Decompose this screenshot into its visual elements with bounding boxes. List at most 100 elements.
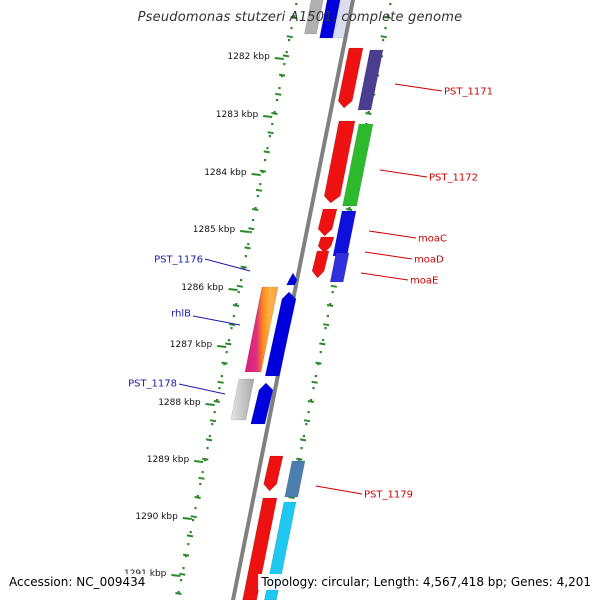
- label-leader: [379, 169, 428, 178]
- gene-label-forward: PST_1171: [444, 87, 493, 98]
- minor-tick: [322, 323, 330, 327]
- gene-arrow-pst-1172-red: [323, 120, 356, 204]
- gene-arrow-moac: [317, 208, 338, 237]
- minor-tick: [236, 284, 244, 288]
- minor-tick: [296, 457, 303, 461]
- inner-ring-dot: [278, 87, 281, 90]
- gene-label-reverse: PST_1178: [128, 379, 177, 390]
- gene-arrow-blue: [250, 382, 274, 425]
- major-tick: [171, 574, 181, 577]
- minor-tick: [240, 265, 247, 269]
- major-tick: [194, 460, 204, 463]
- minor-tick: [179, 572, 186, 576]
- minor-tick: [286, 35, 293, 39]
- inner-ring-dot: [211, 423, 214, 426]
- outer-ring-dot: [300, 447, 303, 450]
- label-leader: [204, 258, 251, 272]
- minor-tick: [267, 131, 274, 135]
- outer-ring-dot: [348, 207, 351, 210]
- scale-label: 1286 kbp: [181, 283, 224, 293]
- major-tick: [228, 288, 238, 291]
- minor-tick: [290, 16, 297, 19]
- scale-label: 1289 kbp: [147, 455, 190, 465]
- inner-ring-dot: [285, 51, 288, 54]
- labels-layer: PST_1171 PST_1172 moaC moaD moaE PST_1179 PST_…: [128, 83, 493, 501]
- inner-ring-dot: [213, 411, 216, 414]
- minor-tick: [198, 476, 205, 480]
- minor-tick: [303, 419, 311, 423]
- gene-label-forward: moaE: [410, 276, 438, 287]
- minor-tick: [319, 342, 326, 346]
- outer-ring-dot: [310, 399, 313, 402]
- inner-ring-dot: [259, 183, 262, 186]
- inner-ring-dot: [242, 267, 245, 270]
- inner-ring-dot: [268, 135, 271, 138]
- outer-ring-dot: [326, 315, 329, 318]
- gene-arrow-moad: [317, 236, 335, 254]
- gene-arrow-pst-1171-purple: [357, 49, 384, 111]
- inner-ring-dot: [194, 507, 197, 510]
- minor-tick: [244, 246, 251, 250]
- minor-tick: [282, 54, 290, 58]
- inner-ring-dot: [237, 291, 240, 294]
- gene-arrow-pst-1179-steel: [284, 460, 306, 498]
- minor-tick: [202, 457, 209, 461]
- outer-ring-dot: [305, 423, 308, 426]
- major-tick: [274, 57, 284, 60]
- inner-ring-dot: [271, 123, 274, 126]
- major-tick: [251, 173, 261, 176]
- gene-arrow-blue: [264, 291, 297, 377]
- inner-ring-dot: [177, 591, 180, 594]
- minor-tick: [365, 112, 372, 115]
- inner-ring-dot: [199, 483, 202, 486]
- scale-label: 1283 kbp: [216, 110, 259, 120]
- inner-ring-dot: [292, 15, 295, 18]
- inner-ring-dot: [273, 111, 276, 114]
- minor-tick: [213, 400, 220, 403]
- inner-ring-dot: [283, 63, 286, 66]
- inner-ring-dot: [254, 207, 257, 210]
- inner-ring-dot: [184, 555, 187, 558]
- inner-ring-dot: [264, 159, 267, 162]
- minor-tick: [182, 553, 190, 557]
- label-leader: [315, 485, 363, 495]
- inner-ring-dot: [252, 219, 255, 222]
- outer-ring-dot: [329, 303, 332, 306]
- inner-ring-dot: [230, 327, 233, 330]
- inner-ring-dot: [261, 171, 264, 174]
- minor-tick: [278, 73, 286, 77]
- inner-ring-dot: [208, 435, 211, 438]
- major-tick: [205, 403, 215, 406]
- inner-ring-dot: [232, 315, 235, 318]
- gene-label-reverse: PST_1176: [154, 255, 203, 266]
- minor-tick: [217, 380, 224, 384]
- inner-ring-dot: [240, 279, 243, 282]
- minor-tick: [315, 361, 322, 365]
- gene-arrow-moa-blue: [329, 252, 350, 283]
- outer-ring-dot: [386, 15, 389, 18]
- scale-label: 1285 kbp: [193, 225, 236, 235]
- inner-ring-dot: [244, 255, 247, 258]
- minor-tick: [252, 208, 259, 211]
- gene-label-reverse: rhlB: [171, 309, 191, 320]
- inner-ring-dot: [295, 3, 298, 6]
- minor-tick: [326, 304, 334, 307]
- minor-tick: [311, 380, 318, 384]
- label-leader: [178, 383, 226, 395]
- accession-label: Accession: NC_009434: [6, 574, 149, 590]
- inner-ring-dot: [192, 519, 195, 522]
- gene-arrow-moae: [311, 250, 330, 279]
- inner-ring-dot: [288, 39, 291, 42]
- minor-tick: [384, 16, 391, 19]
- map-title: Pseudomonas stutzeri A1501, complete gen…: [137, 10, 463, 25]
- minor-tick: [190, 515, 197, 519]
- gene-label-forward: moaC: [418, 234, 447, 245]
- gene-label-forward: PST_1172: [429, 173, 478, 184]
- minor-tick: [248, 227, 255, 231]
- minor-tick: [228, 323, 236, 327]
- minor-tick: [275, 92, 282, 96]
- gene-arrow-pst-1172-green: [342, 123, 374, 207]
- inner-ring-dot: [256, 195, 259, 198]
- major-tick: [263, 115, 273, 118]
